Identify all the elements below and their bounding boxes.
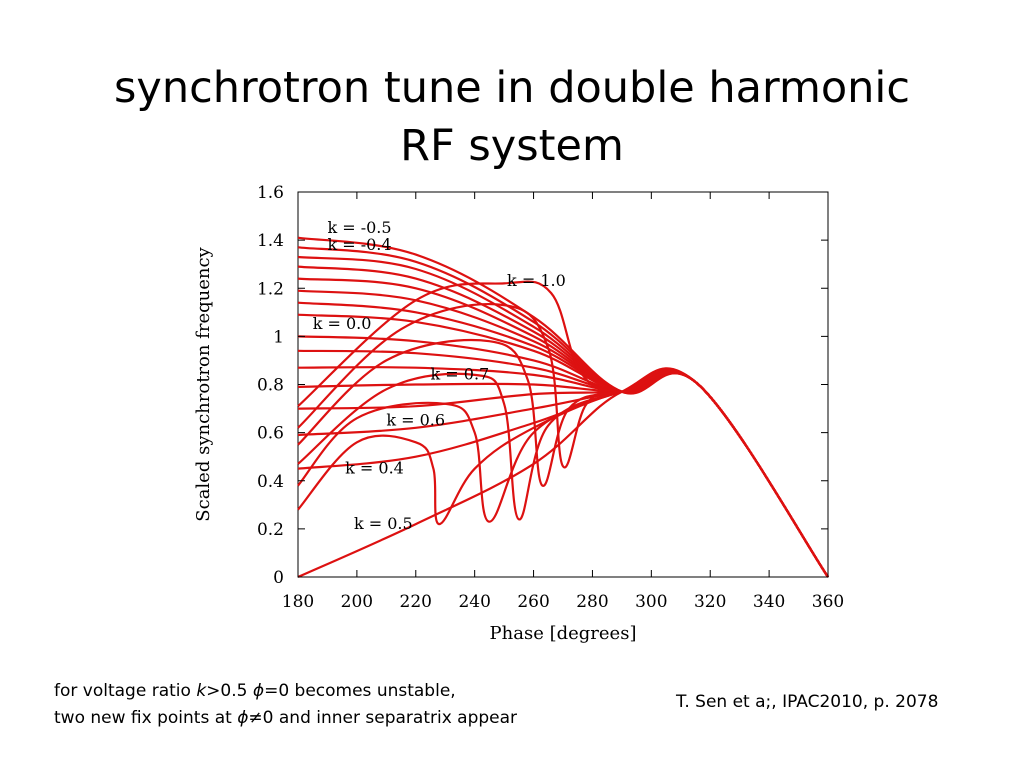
x-tick-label: 300 <box>635 592 667 612</box>
title-line-2: RF system <box>400 120 624 171</box>
x-tick-label: 240 <box>458 592 490 612</box>
x-tick-label: 340 <box>753 592 785 612</box>
x-tick-label: 320 <box>694 592 726 612</box>
x-tick-label: 220 <box>400 592 432 612</box>
y-tick-label: 1.2 <box>257 279 284 299</box>
slide-title: synchrotron tune in double harmonic RF s… <box>0 59 1024 175</box>
synchrotron-frequency-chart: 180 200 220 240 260 280 300 320 340 360 0 0.2 0.4 0.6… <box>183 175 863 653</box>
series-annotation: k = -0.4 <box>327 235 391 254</box>
label-layer: k = -0.5k = -0.4 k = 1.0 k = 0.0 k = 0.7 k =… <box>313 218 566 533</box>
caption: for voltage ratio k>0.5 ϕ=0 becomes unst… <box>54 678 517 732</box>
y-tick-label: 1.6 <box>257 183 284 203</box>
x-tick-label: 180 <box>282 592 314 612</box>
y-tick-label: 1.4 <box>257 231 284 251</box>
caption-text: for voltage ratio <box>54 681 197 701</box>
tick-layer: 180 200 220 240 260 280 300 320 340 360 0 0.2 0.4 0.6… <box>257 183 844 612</box>
caption-text: two new fix points at <box>54 708 238 728</box>
caption-text: >0.5 <box>206 681 253 701</box>
series-annotation: k = -0.5 <box>327 218 391 237</box>
citation: T. Sen et a;, IPAC2010, p. 2078 <box>676 692 939 712</box>
series-annotation: k = 0.7 <box>431 365 490 384</box>
y-tick-label: 0.2 <box>257 520 284 540</box>
series-annotation: k = 0.0 <box>313 314 372 333</box>
phi-symbol: ϕ <box>252 681 265 701</box>
caption-line-2: two new fix points at ϕ≠0 and inner sepa… <box>54 705 517 732</box>
k-symbol: k <box>196 681 207 701</box>
phi-symbol: ϕ <box>237 708 249 728</box>
series-line <box>297 280 829 578</box>
series-annotation: k = 0.4 <box>345 459 404 478</box>
y-axis-label: Scaled synchrotron frequency <box>193 246 214 521</box>
y-tick-label: 0.6 <box>257 424 284 444</box>
series-annotation: k = 0.5 <box>354 514 413 533</box>
chart-canvas: 180 200 220 240 260 280 300 320 340 360 0 0.2 0.4 0.6… <box>193 183 844 644</box>
x-tick-label: 280 <box>576 592 608 612</box>
y-tick-label: 1 <box>273 327 284 347</box>
x-tick-label: 360 <box>812 592 844 612</box>
x-tick-label: 200 <box>341 592 373 612</box>
caption-text: ≠0 and inner separatrix appear <box>248 708 518 728</box>
x-axis-label: Phase [degrees] <box>490 623 637 644</box>
y-tick-label: 0.4 <box>257 472 284 492</box>
caption-text: =0 becomes unstable, <box>264 681 456 701</box>
series-annotation: k = 1.0 <box>507 271 566 290</box>
series-annotation: k = 0.6 <box>386 410 445 429</box>
caption-line-1: for voltage ratio k>0.5 ϕ=0 becomes unst… <box>54 678 517 705</box>
series-layer <box>297 236 829 579</box>
title-line-1: synchrotron tune in double harmonic <box>113 62 910 113</box>
x-tick-label: 260 <box>517 592 549 612</box>
y-tick-label: 0 <box>273 568 284 588</box>
y-tick-label: 0.8 <box>257 376 284 396</box>
